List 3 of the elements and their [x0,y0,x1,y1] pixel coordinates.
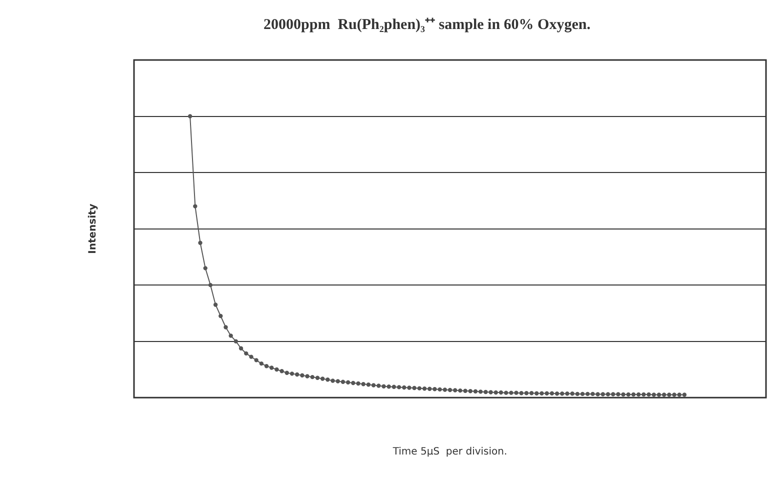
x-axis-title: Time 5µS per division. [392,446,508,458]
chart-title: 20000ppm Ru(Ph₂phen)₃⁺⁺ sample in 60% Oxygen. [264,16,591,33]
y-axis-title: Intensity [88,203,99,254]
